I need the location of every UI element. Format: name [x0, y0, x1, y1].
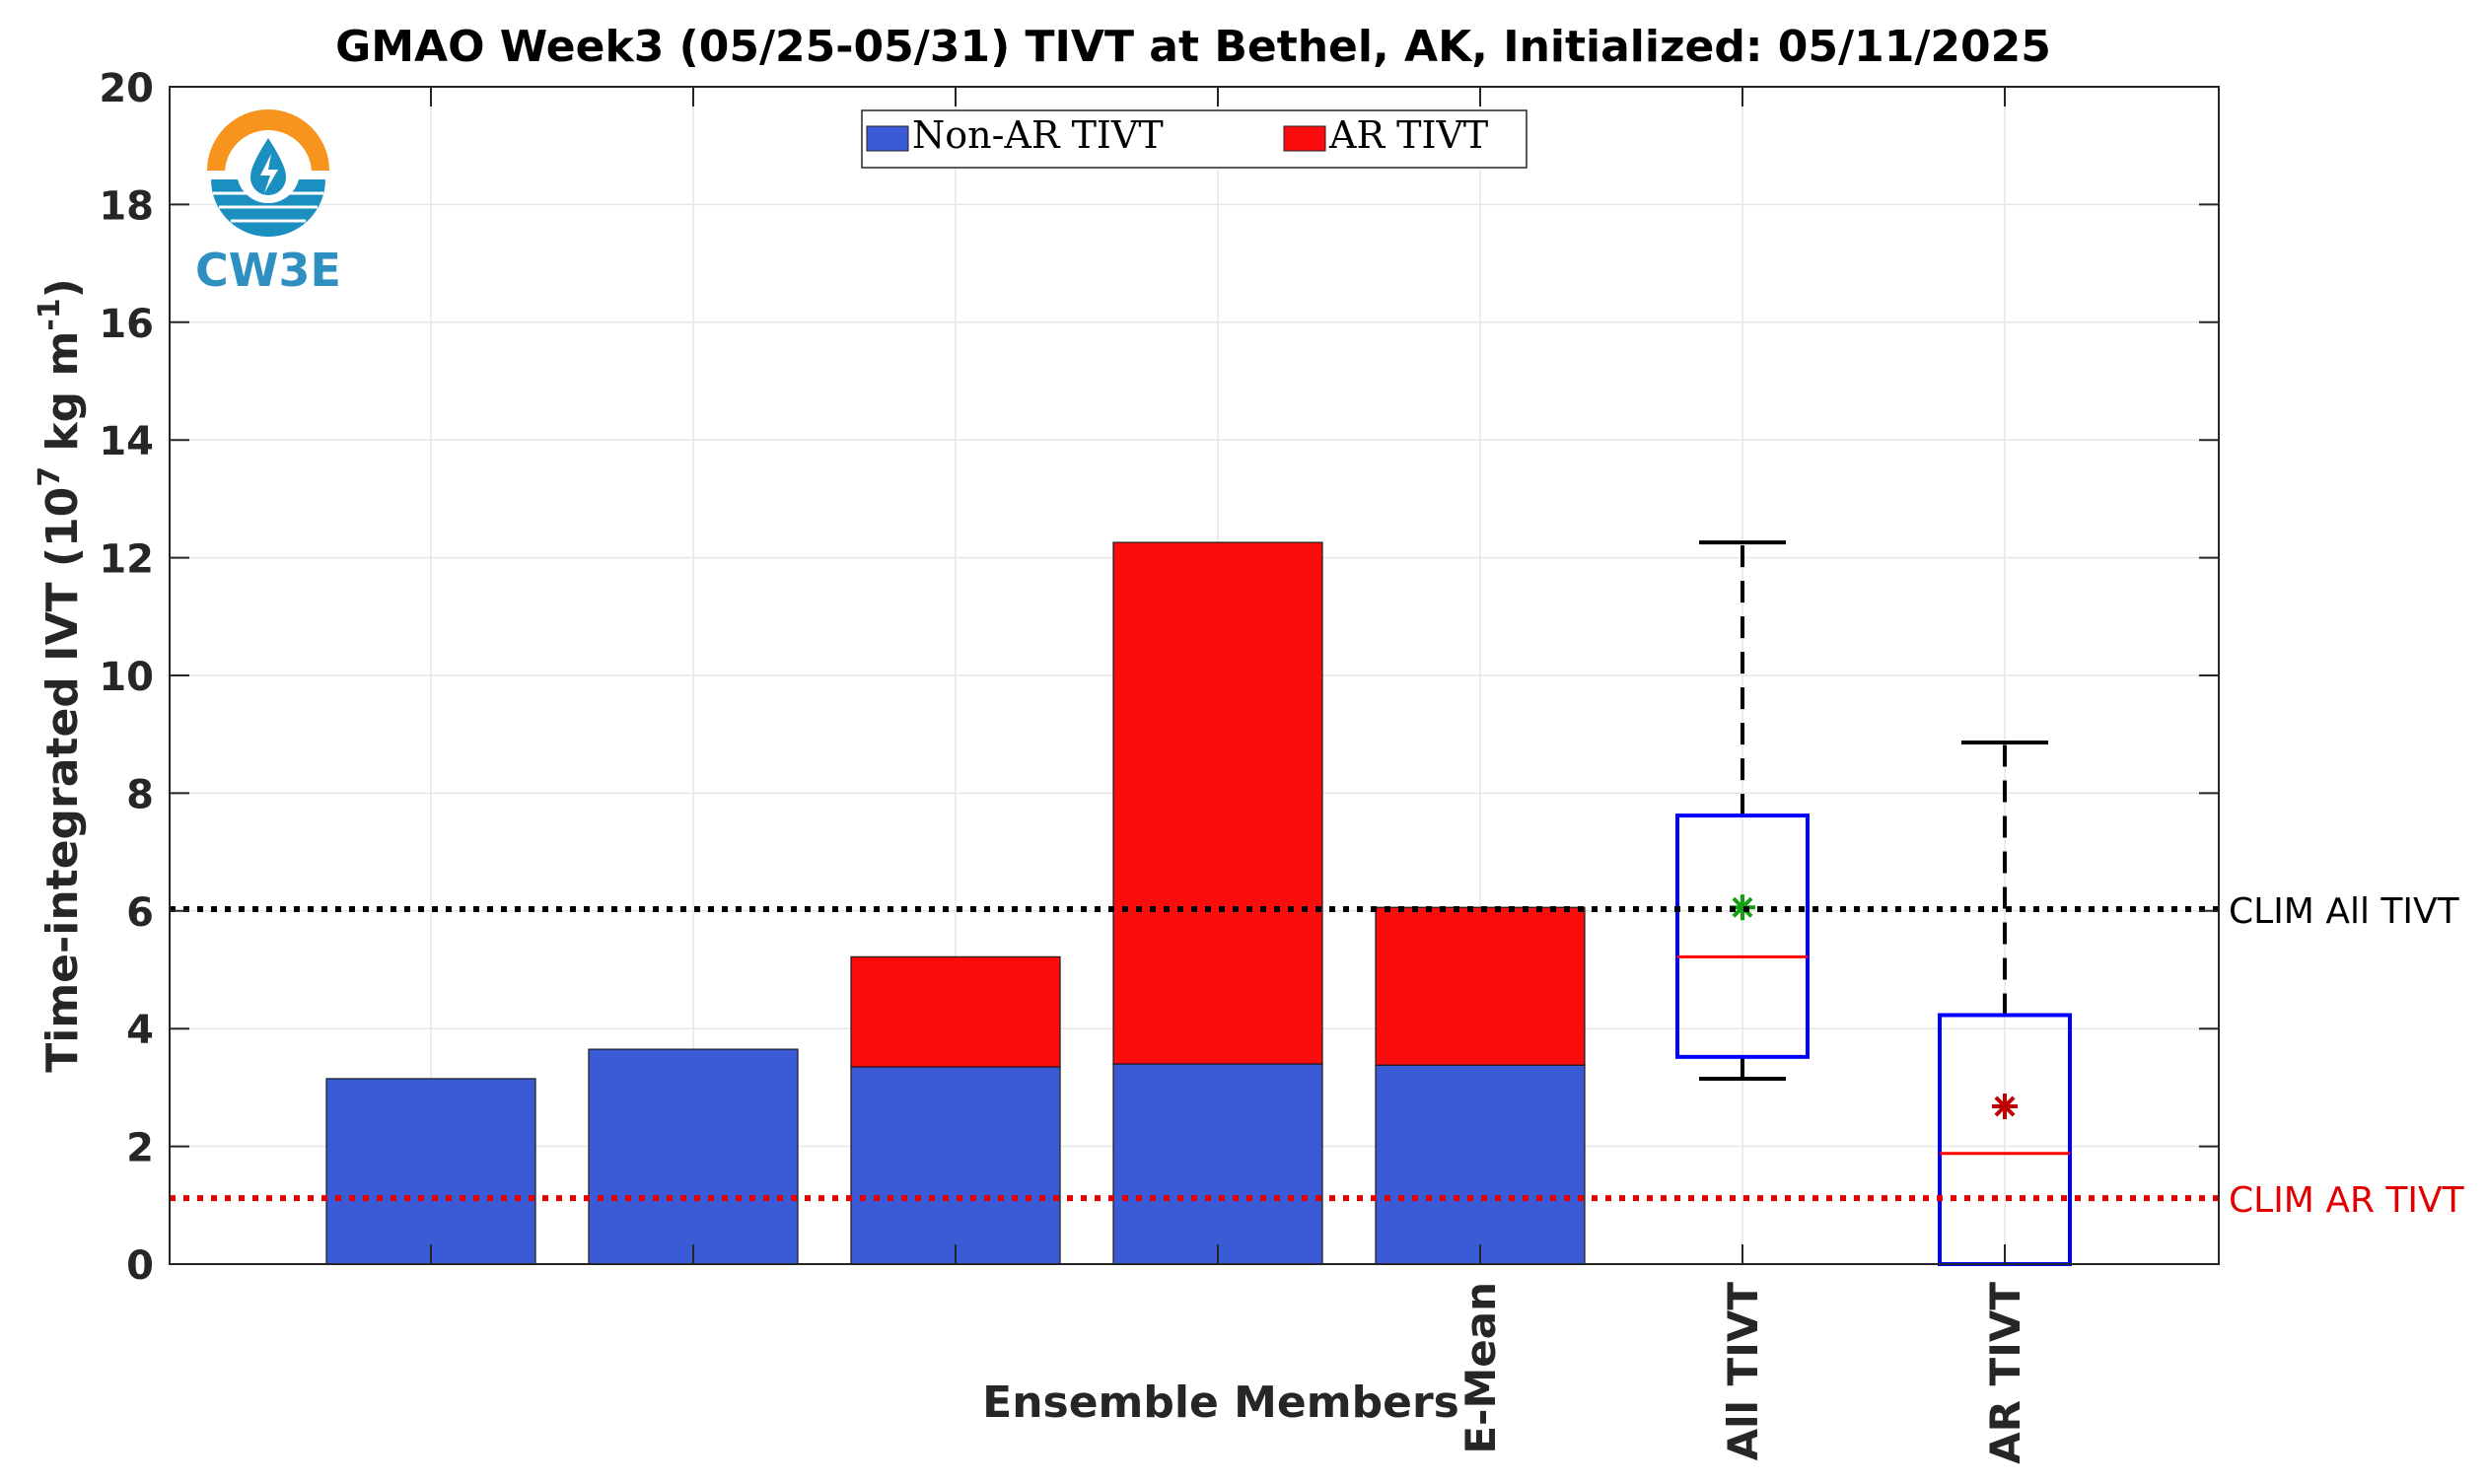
y-tick-label: 10	[99, 655, 154, 700]
reference-line-label: CLIM All TIVT	[2229, 891, 2460, 932]
legend-swatch-non-ar	[866, 125, 909, 152]
y-axis-label: Time-integrated IVT (107 kg m-1)	[33, 278, 88, 1073]
y-tick-label: 4	[126, 1008, 154, 1053]
reference-lines: CLIM All TIVT CLIM AR TIVT	[170, 891, 2465, 1221]
y-tick-label: 6	[126, 890, 154, 936]
ticks-layer: 0 2 4 6 8 10 12 14 16 18 20 E-Mean All TIVT AR TIVT	[99, 66, 2219, 1464]
y-tick-label: 18	[99, 183, 154, 229]
x-tick-label: E-Mean	[1457, 1282, 1505, 1454]
bars-layer	[325, 541, 1586, 1265]
bar-non-ar	[850, 1066, 1061, 1265]
logo-text: CW3E	[195, 244, 341, 297]
reference-line-label: CLIM AR TIVT	[2229, 1180, 2465, 1221]
mean-asterisk-stroke	[1994, 1095, 2016, 1117]
x-tick-label: All TIVT	[1719, 1282, 1767, 1461]
y-tick-label: 2	[126, 1126, 154, 1171]
box-mean-marker	[1992, 1094, 2018, 1120]
bar-non-ar	[325, 1078, 536, 1265]
legend-label-non-ar: Non-AR TIVT	[912, 113, 1164, 157]
bar-non-ar	[1112, 1063, 1323, 1265]
legend-box	[861, 109, 1528, 169]
legend-swatch-ar	[1283, 125, 1326, 152]
lightning-icon	[260, 154, 278, 193]
y-tick-label: 0	[126, 1243, 154, 1289]
x-axis-label: Ensemble Members	[982, 1378, 1459, 1428]
bar-ar	[850, 955, 1061, 1068]
chart-title: GMAO Week3 (05/25-05/31) TIVT at Bethel,…	[335, 22, 2051, 72]
legend: Non-AR TIVT AR TIVT	[861, 109, 1528, 169]
cw3e-logo: CW3E	[195, 109, 341, 297]
mean-asterisk-stroke	[1732, 896, 1753, 918]
legend-label-ar: AR TIVT	[1328, 113, 1488, 157]
bar-ar	[1375, 906, 1586, 1066]
bar-non-ar	[588, 1048, 799, 1265]
box-iqr	[1675, 813, 1810, 1059]
bar-ar	[1112, 541, 1323, 1065]
y-tick-label: 14	[99, 419, 154, 464]
x-tick-label: AR TIVT	[1981, 1282, 2029, 1464]
box-mean-marker	[1730, 894, 1755, 921]
bar-non-ar	[1375, 1064, 1586, 1265]
y-tick-label: 12	[99, 537, 154, 583]
y-tick-label: 16	[99, 302, 154, 347]
y-tick-label: 20	[99, 66, 154, 111]
y-tick-label: 8	[126, 772, 154, 817]
